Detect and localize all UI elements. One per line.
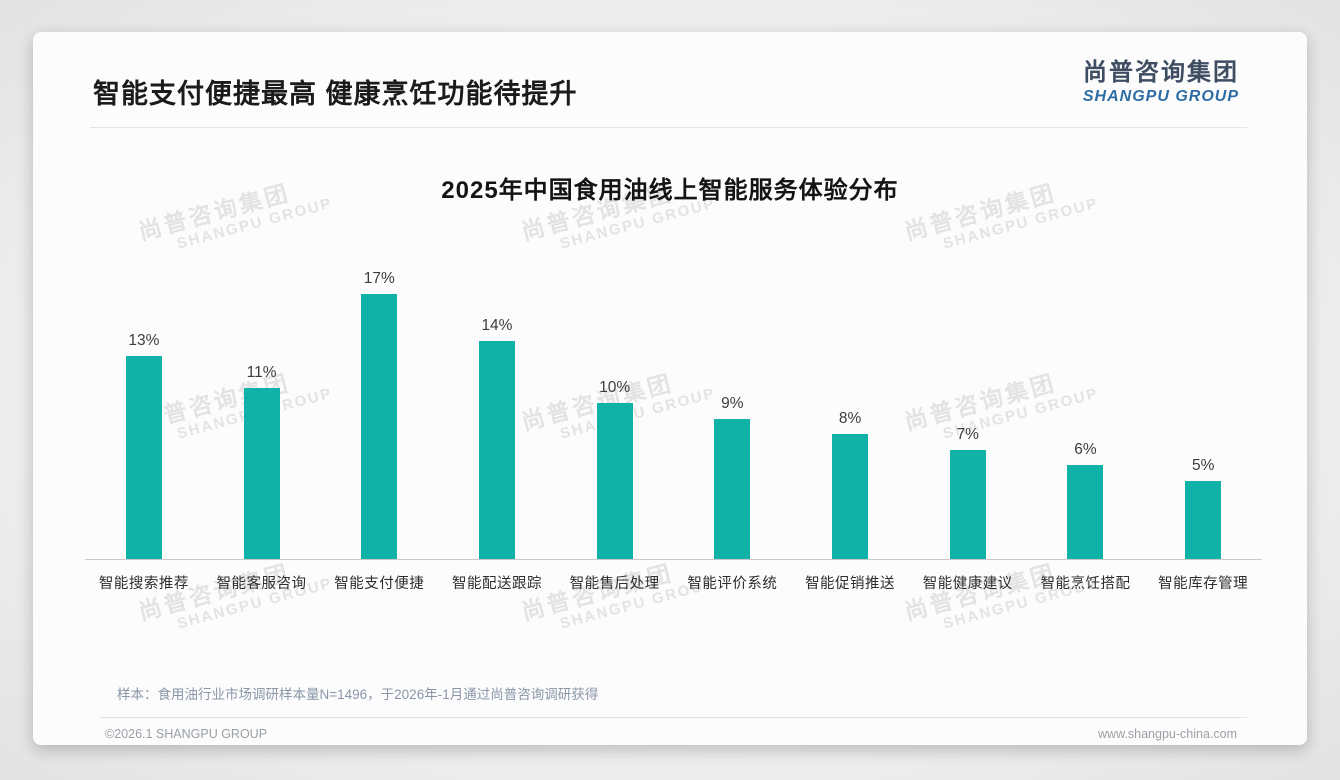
x-axis-label: 智能促销推送 [805, 576, 896, 592]
chart-title: 2025年中国食用油线上智能服务体验分布 [441, 177, 899, 204]
bar [832, 434, 869, 559]
bar-column: 10% [556, 379, 674, 559]
header: 智能支付便捷最高 健康烹饪功能待提升 尚普咨询集团 SHANGPU GROUP [33, 32, 1307, 111]
sample-note: 样本：食用油行业市场调研样本量N=1496，于2026年-1月通过尚普咨询调研获… [117, 687, 599, 702]
bar-column: 5% [1144, 457, 1262, 559]
bar-value-label: 13% [128, 332, 160, 349]
bar [243, 388, 280, 559]
bar-value-label: 11% [246, 364, 277, 381]
bar-column: 13% [85, 332, 203, 559]
shangpu-logo: 尚普咨询集团 SHANGPU GROUP [1082, 59, 1239, 106]
bar-column: 17% [320, 270, 438, 559]
bar-value-label: 9% [721, 395, 744, 412]
x-axis-label: 智能烹饪搭配 [1040, 576, 1131, 592]
bar-value-label: 17% [363, 270, 395, 287]
copyright-text: ©2026.1 SHANGPU GROUP [105, 727, 268, 741]
logo-text-en: SHANGPU GROUP [1082, 88, 1239, 106]
x-axis-label: 智能配送跟踪 [451, 576, 542, 592]
bar [125, 356, 162, 559]
bar-value-label: 10% [599, 379, 631, 396]
bar [596, 403, 633, 559]
bar [361, 294, 398, 559]
footer-divider [100, 717, 1247, 718]
bar-value-label: 14% [481, 317, 513, 334]
footer: ©2026.1 SHANGPU GROUP www.shangpu-china.… [33, 727, 1307, 741]
bar-value-label: 6% [1074, 441, 1097, 458]
x-axis-label: 智能搜索推荐 [98, 576, 189, 592]
bar-value-label: 5% [1191, 457, 1215, 474]
x-axis-label: 智能支付便捷 [334, 576, 425, 592]
slide-card: 尚普咨询集团 SHANGPU GROUP 尚普咨询集团 SHANGPU GROUP 尚普… [33, 32, 1307, 745]
bar-column: 11% [203, 364, 321, 559]
x-axis-label: 智能客服咨询 [216, 576, 307, 592]
x-axis-label: 智能售后处理 [569, 576, 660, 592]
bar-column: 6% [1027, 441, 1145, 559]
bar [1067, 465, 1104, 559]
bar [478, 341, 515, 559]
bar [1185, 481, 1222, 559]
page-title: 智能支付便捷最高 健康烹饪功能待提升 [93, 79, 578, 109]
bar-column: 9% [674, 395, 792, 559]
website-link[interactable]: www.shangpu-china.com [1098, 727, 1237, 741]
bar-chart: 13% 11% 17% 14% 10% 9% 8% 7% 6% 5% [85, 208, 1262, 560]
x-axis-label: 智能评价系统 [687, 576, 778, 592]
x-axis-label: 智能健康建议 [922, 576, 1013, 592]
bar-column: 8% [791, 410, 909, 559]
bar-value-label: 8% [838, 410, 862, 427]
bar [949, 450, 986, 559]
x-axis-label: 智能库存管理 [1158, 576, 1249, 592]
bar-column: 7% [909, 426, 1027, 559]
bar [714, 419, 751, 559]
bar-value-label: 7% [956, 426, 979, 443]
bar-column: 14% [438, 317, 556, 559]
title-divider [90, 127, 1247, 128]
logo-text-cn: 尚普咨询集团 [1083, 59, 1239, 86]
x-axis-labels: 智能搜索推荐 智能客服咨询 智能支付便捷 智能配送跟踪 智能售后处理 智能评价系统 智能促销… [85, 560, 1262, 593]
